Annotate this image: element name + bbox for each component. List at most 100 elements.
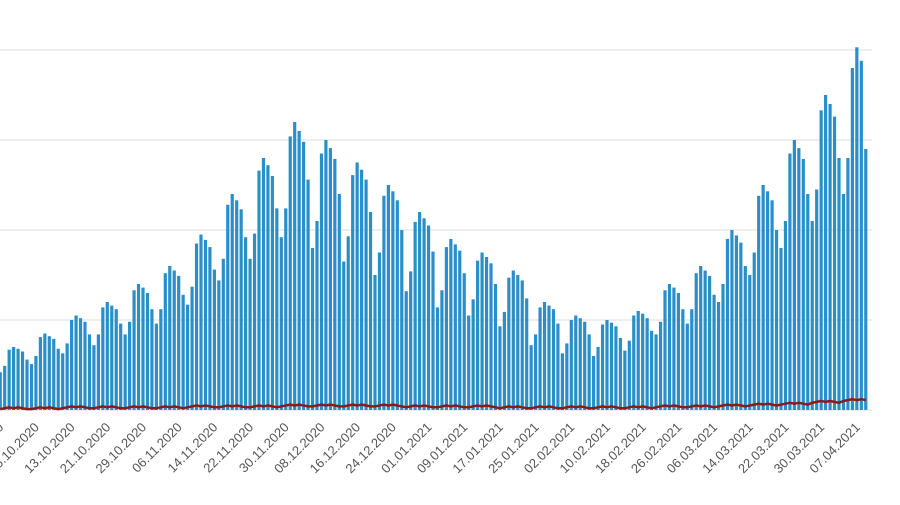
bar [627,340,631,410]
bar [636,311,640,410]
bar [458,250,462,410]
bar [806,194,810,410]
bar [770,200,774,410]
bar [525,298,529,410]
bar [841,194,846,410]
bar [261,158,266,410]
bar [52,338,56,410]
bar [368,212,373,410]
bar [797,148,801,410]
bar [275,208,279,410]
bar [297,131,301,410]
bar [74,315,78,410]
bar [574,315,578,410]
bar [293,122,297,410]
bar [29,364,34,410]
bar [850,68,854,410]
bar [462,273,466,410]
bar [7,349,11,410]
bar [110,305,114,410]
bar [105,302,109,410]
bar [832,116,837,410]
bar [493,284,498,410]
bar [618,338,622,410]
bar [708,275,712,410]
bar [47,336,51,410]
bar [855,47,859,411]
bar [516,275,520,410]
bar [310,248,315,410]
bar [351,175,355,410]
bar [181,294,185,410]
bar [614,326,618,410]
bar [667,284,672,410]
bar [685,323,689,410]
bar [435,307,440,410]
bar [641,313,645,410]
bar [377,252,382,410]
bar [819,110,823,411]
bar [569,320,573,410]
bar [342,261,346,410]
bar [507,277,511,410]
bar [239,209,243,410]
bar [244,237,248,410]
bar [360,169,364,410]
bar [226,204,230,410]
bar [560,353,564,410]
bar [779,248,783,410]
bar [511,270,515,410]
bar [288,136,292,410]
bar [480,252,484,410]
bar [761,185,765,410]
bar [658,321,663,410]
bar [605,320,609,410]
bar [136,284,141,410]
bar [284,208,288,410]
bar [792,140,796,410]
bar [694,273,698,410]
bar [43,333,47,410]
bar [583,321,587,410]
bar [159,309,163,410]
bar [101,307,105,410]
bar [426,225,431,410]
bar [12,347,16,410]
bar [212,269,216,410]
bar [471,299,475,410]
bar [690,309,694,410]
bar [257,170,261,410]
bar [395,200,399,410]
bar [319,153,324,410]
bar [734,235,738,410]
bar [783,221,788,410]
bar [404,291,408,410]
bar [748,275,752,410]
bar [681,309,685,410]
bar [315,221,319,410]
bar [409,271,413,410]
bar [154,323,158,410]
bar [578,318,582,410]
bar [703,270,707,410]
bar [92,345,96,410]
line [0,397,867,411]
bar [810,221,814,410]
bar [96,334,100,410]
bar [16,348,20,410]
bar [815,189,819,410]
bar [364,179,368,410]
bar [824,95,828,410]
bar [498,326,502,410]
bar [467,315,471,410]
bar [20,351,25,410]
bar [716,302,721,410]
bar [141,287,145,410]
bar [163,273,167,410]
bar [453,244,457,410]
bar [270,176,274,410]
bar [324,140,328,410]
bar [542,302,547,410]
